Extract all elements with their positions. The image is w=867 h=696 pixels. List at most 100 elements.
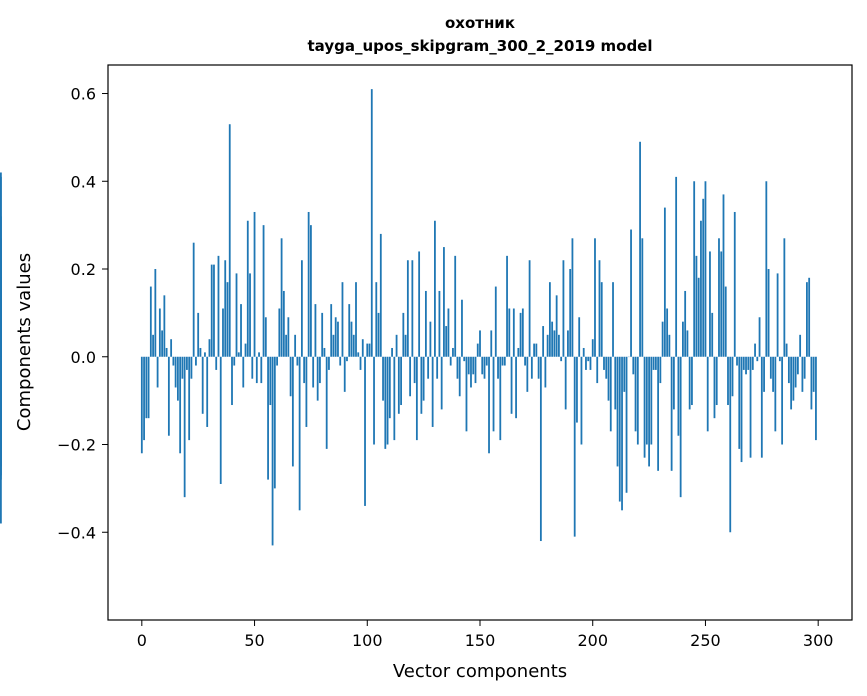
- bar: [787, 356, 790, 384]
- bar: [546, 334, 549, 357]
- bar: [271, 356, 274, 546]
- bar: [792, 356, 795, 401]
- bar: [0, 356, 2, 362]
- bar: [614, 356, 617, 410]
- bar: [806, 282, 808, 357]
- bar: [325, 356, 328, 449]
- bar: [733, 211, 736, 357]
- bar: [765, 181, 768, 357]
- bar: [652, 356, 655, 370]
- bar: [713, 356, 716, 419]
- bar: [510, 356, 513, 414]
- bar: [179, 356, 182, 454]
- bar: [445, 326, 448, 357]
- bar: [474, 356, 477, 384]
- chart-title-line-2: tayga_upos_skipgram_300_2_2019 model: [308, 37, 653, 55]
- bar: [499, 356, 502, 441]
- bar: [404, 334, 407, 357]
- bar: [170, 339, 173, 357]
- bar: [188, 356, 191, 441]
- bar: [285, 334, 288, 357]
- y-axis: −0.4 −0.2 0.0 0.2 0.4 0.6: [57, 85, 108, 542]
- bar: [463, 356, 466, 362]
- bar: [526, 356, 529, 392]
- bar: [0, 356, 2, 476]
- bar: [812, 356, 815, 392]
- bar: [199, 347, 202, 357]
- bar: [334, 317, 337, 357]
- bar: [490, 330, 493, 357]
- bar: [801, 356, 804, 392]
- bar: [440, 356, 443, 410]
- y-tick-label: −0.2: [57, 436, 96, 455]
- bar: [262, 225, 265, 357]
- bar: [420, 356, 423, 414]
- bar: [228, 124, 231, 357]
- bar: [163, 295, 166, 357]
- bar: [808, 277, 811, 357]
- bar: [337, 321, 339, 357]
- bar: [519, 312, 522, 357]
- bar: [738, 356, 741, 449]
- bar: [443, 247, 445, 357]
- bar: [668, 334, 671, 357]
- bar: [754, 343, 756, 357]
- bar: [503, 356, 506, 366]
- bar: [677, 356, 680, 436]
- bar: [483, 356, 486, 379]
- bar: [657, 356, 660, 471]
- x-tick-label: 100: [352, 631, 383, 650]
- bar: [573, 356, 576, 537]
- bar: [695, 255, 698, 357]
- bar: [585, 356, 587, 370]
- bar: [454, 255, 457, 357]
- bar: [289, 356, 292, 397]
- bar: [706, 356, 709, 432]
- bar: [670, 356, 673, 471]
- bar: [253, 211, 256, 357]
- bar: [501, 356, 504, 366]
- bar: [323, 347, 326, 357]
- bar: [465, 356, 468, 432]
- bar: [729, 356, 732, 533]
- bar: [195, 356, 197, 366]
- bar: [544, 356, 547, 388]
- bar: [760, 356, 763, 458]
- bar: [352, 334, 355, 357]
- bar: [215, 356, 218, 370]
- bar: [555, 295, 558, 357]
- bar: [456, 356, 459, 379]
- bar: [152, 334, 154, 357]
- bar: [551, 321, 554, 357]
- bar: [679, 356, 682, 498]
- bar: [697, 277, 700, 357]
- bar: [639, 141, 641, 357]
- bar: [720, 251, 723, 357]
- bar: [688, 356, 691, 410]
- bar: [382, 356, 384, 401]
- bar: [576, 356, 578, 423]
- bar: [605, 356, 608, 379]
- bar: [693, 181, 696, 357]
- bar: [530, 356, 533, 379]
- bar: [476, 343, 479, 357]
- bar: [747, 356, 750, 370]
- bar: [736, 356, 738, 366]
- bar: [355, 282, 357, 357]
- bar: [260, 356, 263, 384]
- bar: [560, 356, 563, 362]
- bar: [591, 339, 594, 357]
- bar: [397, 356, 400, 414]
- bar: [711, 312, 714, 357]
- bar: [749, 356, 752, 458]
- bar: [634, 356, 637, 432]
- bar: [217, 255, 220, 357]
- bar: [539, 356, 542, 542]
- bar: [810, 356, 813, 410]
- bar: [192, 242, 195, 357]
- y-tick-label: 0.6: [71, 85, 96, 104]
- bar: [548, 282, 551, 357]
- bar: [206, 356, 209, 427]
- y-tick-label: −0.4: [57, 523, 96, 542]
- bar: [267, 356, 269, 480]
